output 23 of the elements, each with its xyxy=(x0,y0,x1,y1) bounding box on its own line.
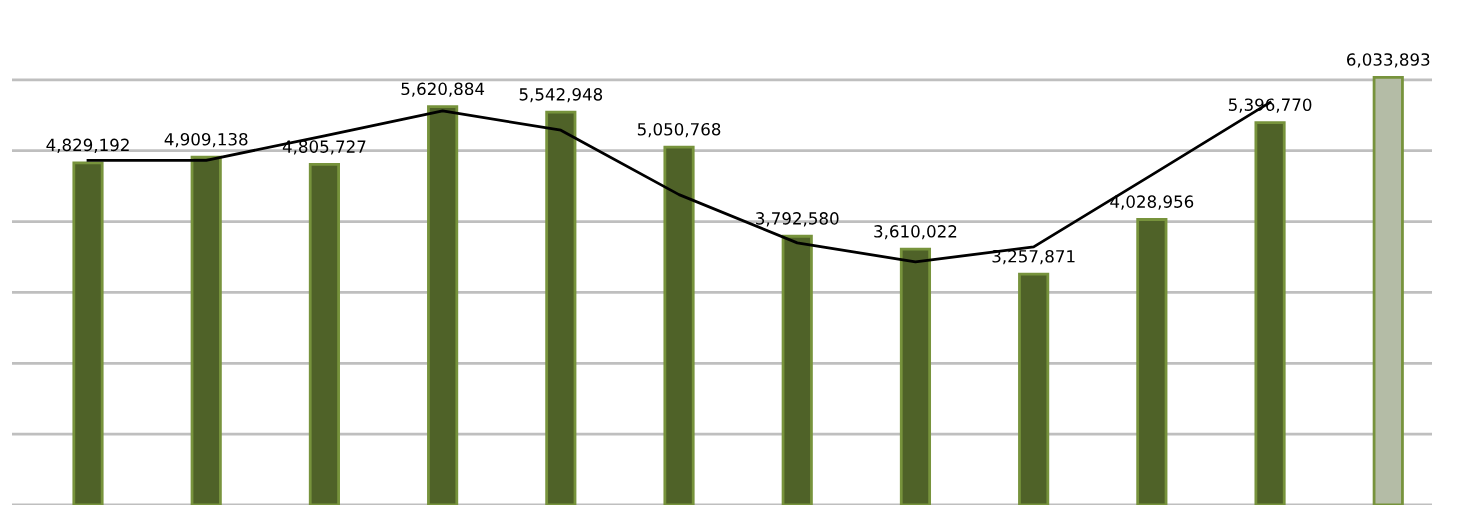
bar xyxy=(190,155,222,505)
bar xyxy=(1018,272,1050,505)
bar xyxy=(308,163,340,505)
data-label: 4,829,192 xyxy=(46,138,129,153)
data-label: 5,620,884 xyxy=(401,82,485,97)
bar xyxy=(663,145,695,505)
bar xyxy=(427,105,459,505)
bar xyxy=(72,161,104,505)
bar xyxy=(899,247,932,505)
bar xyxy=(545,110,577,505)
data-label: 5,542,948 xyxy=(519,88,603,103)
data-label: 3,257,871 xyxy=(992,249,1075,265)
data-label: 5,050,768 xyxy=(637,122,721,138)
data-label: 4,028,956 xyxy=(1110,195,1194,210)
bar xyxy=(781,234,813,505)
bar xyxy=(1254,121,1286,505)
data-label: 3,610,022 xyxy=(874,225,957,240)
bar xyxy=(1136,218,1168,505)
data-label: 3,792,580 xyxy=(756,212,839,227)
bar xyxy=(1372,76,1404,505)
data-label: 4,805,727 xyxy=(282,140,366,155)
data-label: 6,033,893 xyxy=(1347,53,1430,68)
data-label: 4,909,138 xyxy=(164,132,248,148)
